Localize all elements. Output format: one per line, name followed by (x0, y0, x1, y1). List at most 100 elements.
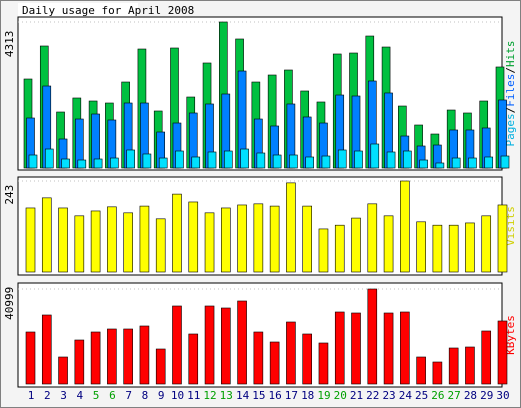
bar (77, 159, 87, 169)
bar (451, 157, 461, 169)
x-tick-label: 19 (317, 389, 330, 402)
bar (58, 356, 68, 385)
bar (253, 331, 264, 385)
bar (61, 158, 70, 169)
bar (188, 201, 199, 273)
bar (465, 346, 475, 385)
bar (207, 151, 217, 169)
bar (74, 339, 85, 385)
x-tick-label: 30 (496, 389, 509, 402)
bar (240, 148, 249, 169)
legend-entry: Hits (504, 41, 517, 68)
title-box (18, 3, 138, 17)
bar (321, 155, 331, 169)
bar (435, 162, 445, 169)
bar (302, 333, 312, 385)
legend: Pages/Files/Hits (504, 41, 517, 147)
x-tick-label: 25 (415, 389, 428, 402)
y-tick-label: 243 (3, 185, 16, 205)
x-tick-label: 23 (382, 389, 395, 402)
bar (400, 311, 410, 385)
bar (432, 224, 443, 273)
x-tick-label: 1 (28, 389, 35, 402)
x-tick-label: 21 (350, 389, 363, 402)
bar (126, 149, 135, 169)
legend-separator: / (504, 107, 517, 114)
bar (386, 151, 396, 169)
x-tick-label: 5 (93, 389, 100, 402)
x-tick-label: 13 (220, 389, 233, 402)
bar (172, 193, 182, 273)
bar (468, 157, 477, 169)
bar (334, 311, 345, 385)
legend-entry: Files (504, 74, 517, 107)
bar (367, 203, 378, 273)
x-tick-label: 10 (171, 389, 184, 402)
bar (269, 341, 280, 385)
bar (286, 321, 296, 385)
bar (224, 150, 233, 169)
legend-entry: Pages (504, 113, 517, 146)
chart-title: Daily usage for April 2008 (22, 4, 194, 17)
bar (191, 156, 201, 169)
bar (403, 150, 412, 169)
bar (110, 157, 119, 169)
bar (370, 143, 380, 169)
bar (172, 305, 182, 385)
bar (481, 215, 492, 273)
bar (448, 347, 459, 385)
bar (90, 210, 101, 273)
bar (107, 206, 117, 273)
x-tick-label: 16 (269, 389, 282, 402)
x-tick-label: 11 (187, 389, 200, 402)
bar (175, 150, 184, 169)
bar (256, 152, 266, 169)
bar (484, 156, 494, 169)
x-tick-label: 2 (44, 389, 51, 402)
bar (142, 153, 152, 169)
x-tick-label: 24 (399, 389, 413, 402)
bar (400, 180, 410, 273)
bar (158, 157, 168, 169)
bar (465, 222, 475, 273)
bar (497, 320, 508, 385)
bar (107, 328, 117, 385)
bar (416, 221, 426, 273)
bar (269, 205, 280, 273)
bar (221, 207, 231, 273)
bar (302, 205, 312, 273)
bar (25, 207, 36, 273)
bar (237, 300, 247, 385)
bar (93, 158, 103, 169)
bar (123, 328, 133, 385)
x-tick-label: 14 (236, 389, 250, 402)
bar (139, 325, 150, 385)
bar (289, 154, 298, 169)
x-tick-label: 29 (480, 389, 493, 402)
bar (481, 330, 492, 385)
x-tick-label: 20 (334, 389, 347, 402)
x-tick-label: 22 (366, 389, 379, 402)
bar (351, 312, 361, 385)
x-tick-label: 26 (431, 389, 444, 402)
bar (334, 224, 345, 273)
x-tick-label: 7 (125, 389, 132, 402)
bar (139, 205, 150, 273)
x-tick-label: 8 (142, 389, 149, 402)
bar (286, 182, 296, 273)
bar (204, 305, 215, 385)
bar (204, 212, 215, 273)
x-tick-label: 6 (109, 389, 116, 402)
bar (383, 215, 394, 273)
bar (25, 331, 36, 385)
bar (41, 197, 52, 273)
bar (253, 203, 264, 273)
bar (123, 212, 133, 273)
bar (337, 149, 347, 169)
x-tick-label: 12 (203, 389, 216, 402)
x-tick-label: 4 (77, 389, 84, 402)
bar (28, 154, 38, 169)
x-tick-label: 28 (464, 389, 477, 402)
bar (155, 348, 166, 385)
bar (74, 215, 85, 273)
